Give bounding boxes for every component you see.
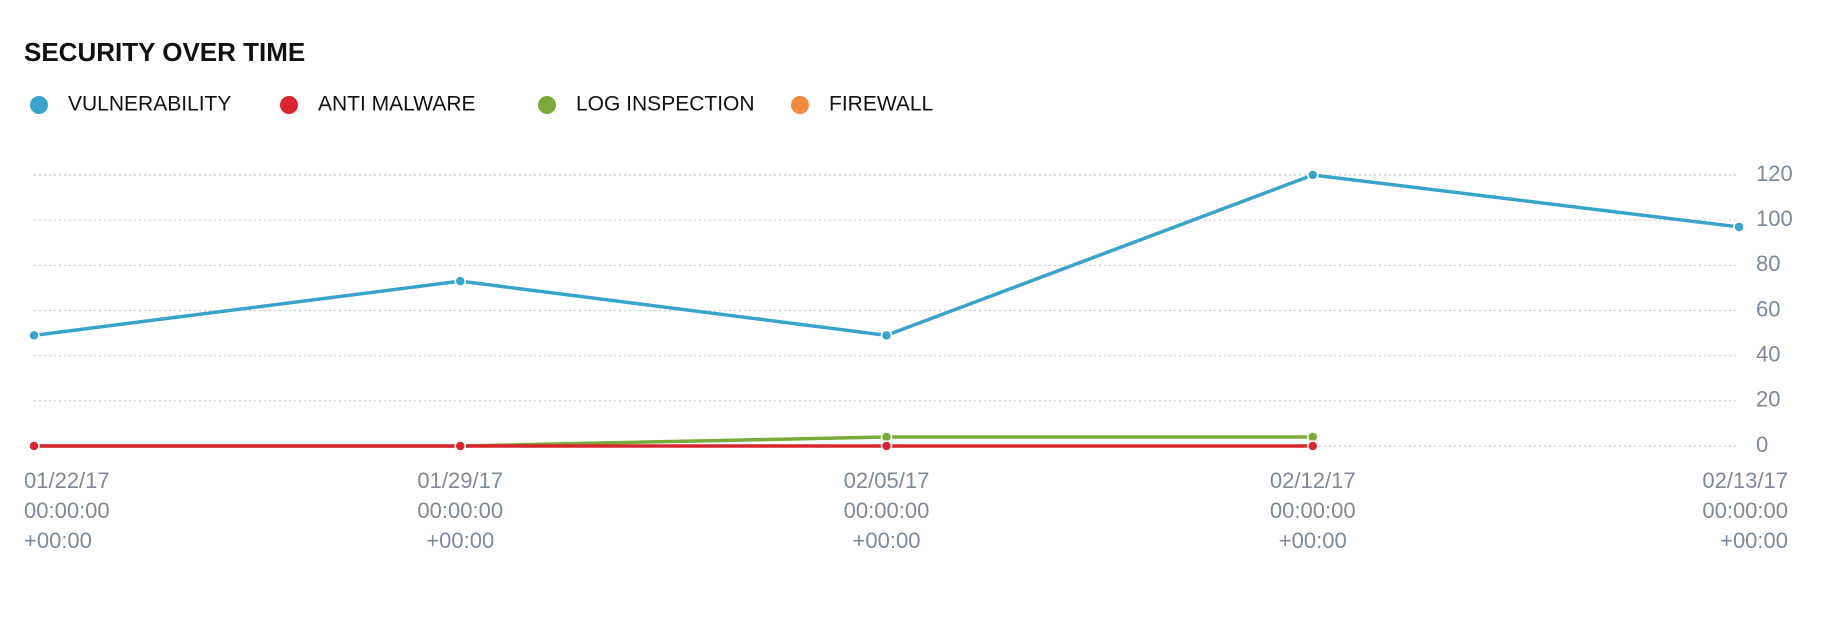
x-tick-label: +00:00	[853, 528, 921, 553]
legend-label[interactable]: LOG INSPECTION	[576, 93, 755, 116]
x-tick-label: 00:00:00	[1270, 498, 1356, 523]
x-tick-label: 00:00:00	[1702, 498, 1788, 523]
y-tick-label: 40	[1756, 341, 1780, 366]
data-point	[1307, 440, 1319, 452]
legend-marker[interactable]	[30, 96, 48, 114]
legend-marker[interactable]	[791, 96, 809, 114]
y-tick-label: 80	[1756, 251, 1780, 276]
data-point	[28, 440, 40, 452]
data-point	[1307, 169, 1319, 181]
data-point	[454, 440, 466, 452]
x-tick-label: 02/13/17	[1702, 468, 1788, 493]
x-tick-label: +00:00	[426, 528, 494, 553]
series-line	[33, 173, 1740, 338]
x-tick-label: 01/22/17	[24, 468, 110, 493]
data-point	[880, 329, 893, 342]
y-tick-label: 0	[1756, 432, 1768, 457]
x-tick-label: +00:00	[1720, 528, 1788, 553]
data-point	[880, 440, 893, 452]
x-tick-label: 02/05/17	[844, 468, 930, 493]
legend-marker[interactable]	[280, 96, 298, 114]
chart-title: SECURITY OVER TIME	[24, 37, 305, 67]
x-tick-label: 00:00:00	[417, 498, 503, 523]
data-point	[28, 329, 40, 342]
x-tick-label: 02/12/17	[1270, 468, 1356, 493]
legend-marker[interactable]	[538, 96, 556, 114]
x-tick-label: 00:00:00	[24, 498, 110, 523]
x-tick-label: 01/29/17	[417, 468, 503, 493]
legend-label[interactable]: VULNERABILITY	[68, 93, 231, 116]
x-tick-label: +00:00	[24, 528, 92, 553]
y-tick-label: 120	[1756, 161, 1793, 186]
legend-label[interactable]: FIREWALL	[829, 93, 933, 116]
legend-label[interactable]: ANTI MALWARE	[318, 93, 476, 116]
data-point	[1733, 221, 1745, 233]
y-tick-label: 100	[1756, 206, 1793, 231]
x-tick-label: 00:00:00	[844, 498, 930, 523]
data-point	[454, 275, 466, 287]
y-tick-label: 20	[1756, 387, 1780, 412]
y-tick-label: 60	[1756, 296, 1780, 321]
x-tick-label: +00:00	[1279, 528, 1347, 553]
